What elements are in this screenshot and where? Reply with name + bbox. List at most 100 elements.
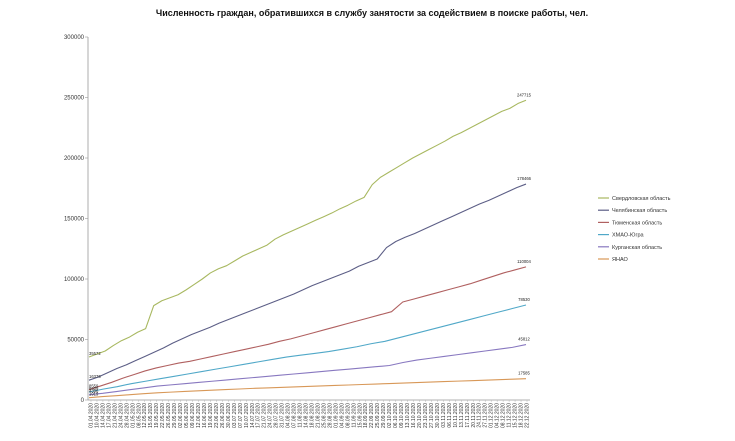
x-tick-label: 28.04.2020 [124, 403, 130, 428]
x-tick-label: 15.12.2020 [513, 403, 519, 428]
x-tick-label: 06.11.2020 [447, 403, 453, 428]
x-tick-label: 21.04.2020 [112, 403, 118, 428]
chart-title: Численность граждан, обратившихся в служ… [156, 8, 588, 18]
y-tick-label: 0 [81, 398, 85, 404]
x-tick-label: 29.09.2020 [381, 403, 387, 428]
x-tick-label: 22.09.2020 [369, 403, 375, 428]
x-tick-label: 18.09.2020 [363, 403, 369, 428]
data-label-end: 17585 [518, 371, 530, 376]
x-tick-label: 26.05.2020 [166, 403, 172, 428]
series-line-5 [88, 378, 527, 399]
y-tick-label: 50000 [67, 338, 84, 344]
x-tick-label: 11.08.2020 [298, 403, 304, 428]
x-tick-label: 06.10.2020 [393, 403, 399, 428]
x-tick-label: 14.07.2020 [250, 403, 256, 428]
x-tick-label: 23.10.2020 [423, 403, 429, 428]
x-tick-label: 03.07.2020 [232, 403, 238, 428]
data-label-start: 16376 [89, 374, 101, 379]
x-tick-label: 18.12.2020 [519, 403, 525, 428]
x-tick-label: 17.04.2020 [106, 403, 112, 428]
x-tick-label: 08.05.2020 [136, 403, 142, 428]
x-tick-label: 14.04.2020 [100, 403, 106, 428]
x-axis: 01.04.2020 10.04.2020 14.04.2020 17.04.2020… [88, 399, 531, 428]
x-tick-label: 10.11.2020 [453, 403, 459, 428]
data-label-start: 35572 [89, 351, 101, 356]
legend-entry-3: ХМАО-Югра [612, 233, 645, 239]
x-tick-label: 01.04.2020 [88, 403, 94, 428]
data-label-start: 1919 [89, 392, 99, 397]
x-tick-label: 13.11.2020 [459, 403, 465, 428]
x-tick-label: 01.12.2020 [489, 403, 495, 428]
series-line-2 [88, 266, 527, 391]
data-label-end: 78530 [518, 297, 530, 302]
x-tick-label: 23.06.2020 [214, 403, 220, 428]
x-tick-label: 27.11.2020 [483, 403, 489, 428]
y-tick-label: 200000 [64, 156, 85, 162]
x-tick-label: 09.06.2020 [190, 403, 196, 428]
legend-entry-1: Челябинская область [612, 208, 667, 214]
legend: Свердловская область Челябинская область Т… [598, 196, 671, 263]
x-tick-label: 26.06.2020 [220, 403, 226, 428]
data-label-start: 8559 [89, 384, 99, 389]
x-tick-label: 02.06.2020 [178, 403, 184, 428]
x-tick-label: 24.11.2020 [477, 403, 483, 428]
x-tick-label: 12.06.2020 [196, 403, 202, 428]
x-tick-label: 30.10.2020 [435, 403, 441, 428]
x-tick-label: 15.05.2020 [148, 403, 154, 428]
x-tick-label: 14.08.2020 [304, 403, 310, 428]
x-tick-label: 11.12.2020 [507, 403, 513, 428]
x-tick-label: 01.09.2020 [333, 403, 339, 428]
y-tick-label: 100000 [64, 277, 85, 283]
legend-entry-5: ЯНАО [612, 257, 628, 263]
y-axis: 0 50000 100000 150000 200000 250000 300000 [64, 35, 89, 404]
x-tick-label: 16.06.2020 [202, 403, 208, 428]
x-tick-label: 10.07.2020 [244, 403, 250, 428]
series-line-0 [88, 99, 527, 358]
x-tick-label: 25.08.2020 [321, 403, 327, 428]
series-line-1 [88, 183, 527, 381]
legend-entry-2: Тюменская область [612, 220, 662, 226]
x-tick-label: 22.12.2020 [525, 403, 531, 428]
x-tick-label: 16.10.2020 [411, 403, 417, 428]
x-tick-label: 04.12.2020 [495, 403, 501, 428]
data-label-end: 110004 [517, 259, 531, 264]
x-tick-label: 27.10.2020 [429, 403, 435, 428]
legend-entry-4: Курганская область [612, 245, 662, 251]
data-label-end: 178466 [517, 176, 532, 181]
x-tick-label: 13.10.2020 [405, 403, 411, 428]
x-tick-label: 03.11.2020 [441, 403, 447, 428]
x-tick-label: 19.05.2020 [154, 403, 160, 428]
series-lines [88, 99, 527, 399]
x-tick-label: 22.05.2020 [160, 403, 166, 428]
x-tick-label: 04.08.2020 [286, 403, 292, 428]
x-tick-label: 08.12.2020 [501, 403, 507, 428]
x-tick-label: 24.07.2020 [268, 403, 274, 428]
x-tick-label: 21.07.2020 [262, 403, 268, 428]
x-tick-label: 11.09.2020 [351, 403, 357, 428]
data-label-end: 247715 [517, 92, 532, 97]
x-tick-label: 09.10.2020 [399, 403, 405, 428]
x-tick-label: 31.07.2020 [280, 403, 286, 428]
x-tick-label: 05.06.2020 [184, 403, 190, 428]
data-label-start: 6609 [89, 386, 99, 391]
x-tick-label: 17.11.2020 [465, 403, 471, 428]
x-tick-label: 25.09.2020 [375, 403, 381, 428]
y-tick-label: 250000 [64, 96, 85, 102]
x-tick-label: 07.07.2020 [238, 403, 244, 428]
x-tick-label: 15.09.2020 [357, 403, 363, 428]
x-tick-label: 17.07.2020 [256, 403, 262, 428]
x-tick-label: 01.05.2020 [130, 403, 136, 428]
y-tick-label: 150000 [64, 217, 85, 223]
x-tick-label: 07.08.2020 [292, 403, 298, 428]
data-label-end: 45812 [518, 337, 530, 342]
x-tick-label: 18.08.2020 [309, 403, 315, 428]
x-tick-label: 30.06.2020 [226, 403, 232, 428]
series-line-4 [88, 344, 527, 396]
x-tick-label: 20.11.2020 [471, 403, 477, 428]
x-tick-label: 21.08.2020 [315, 403, 321, 428]
series-line-3 [88, 304, 527, 393]
x-tick-label: 29.05.2020 [172, 403, 178, 428]
x-tick-label: 28.08.2020 [327, 403, 333, 428]
